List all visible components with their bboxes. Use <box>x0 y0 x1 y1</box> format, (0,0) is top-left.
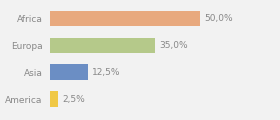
Text: 50,0%: 50,0% <box>204 14 233 23</box>
Text: 12,5%: 12,5% <box>92 68 121 77</box>
Bar <box>50 11 200 26</box>
Bar <box>50 91 58 107</box>
Bar <box>50 64 88 80</box>
Bar <box>50 38 155 53</box>
Text: 35,0%: 35,0% <box>159 41 188 50</box>
Text: 2,5%: 2,5% <box>62 95 85 104</box>
